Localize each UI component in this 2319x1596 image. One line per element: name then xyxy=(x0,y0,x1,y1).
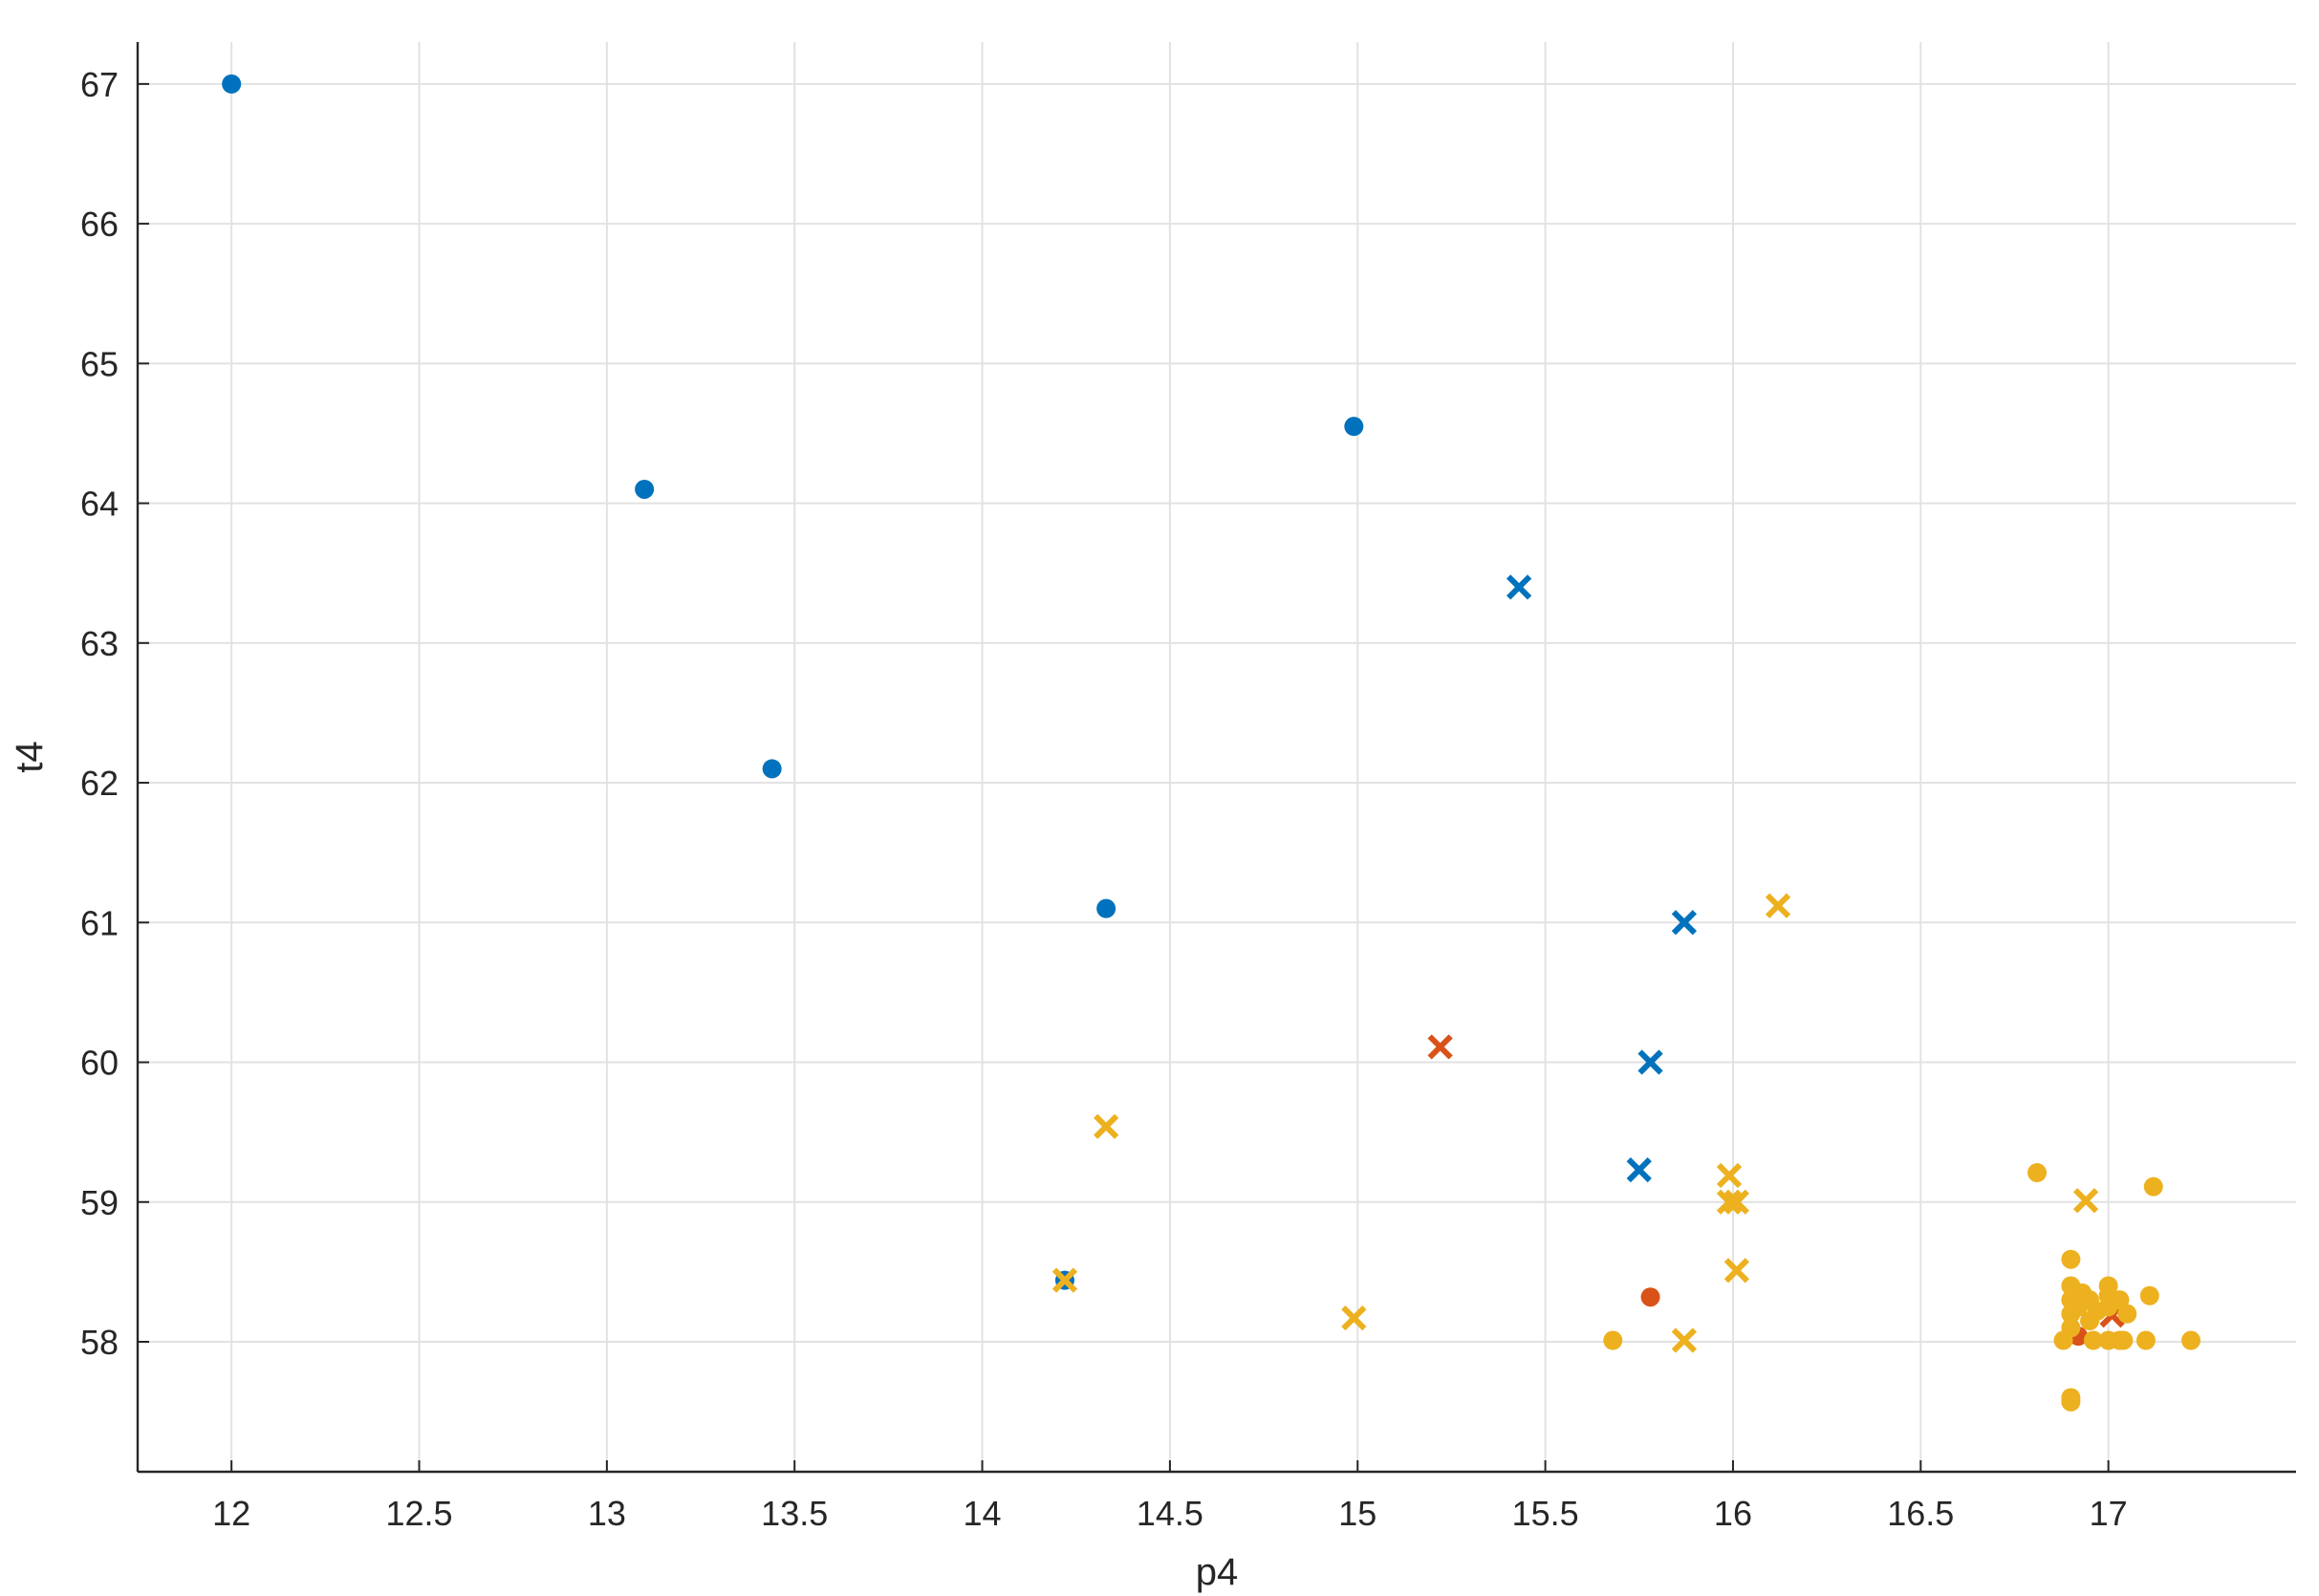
series-4 xyxy=(1603,1163,2201,1412)
data-point xyxy=(222,74,242,94)
y-tick-label: 65 xyxy=(80,344,119,383)
y-tick-label: 61 xyxy=(80,903,119,942)
x-tick-label: 13 xyxy=(588,1494,626,1533)
x-tick-label: 12.5 xyxy=(385,1494,452,1533)
data-point xyxy=(1716,1189,1743,1215)
x-tick-label: 15 xyxy=(1338,1494,1376,1533)
x-tick-label: 16.5 xyxy=(1887,1494,1954,1533)
data-point xyxy=(2143,1176,2163,1197)
data-point xyxy=(1640,1287,1660,1307)
data-point xyxy=(1096,898,1116,918)
data-point xyxy=(762,759,782,779)
y-tick-label: 67 xyxy=(80,65,119,104)
data-point xyxy=(2139,1285,2159,1305)
series-2 xyxy=(1640,1287,2089,1347)
y-tick-label: 62 xyxy=(80,764,119,803)
x-tick-label: 13.5 xyxy=(761,1494,828,1533)
data-point xyxy=(1723,1258,1750,1283)
data-point xyxy=(2110,1290,2130,1310)
data-point xyxy=(2061,1391,2081,1412)
y-tick-label: 66 xyxy=(80,205,119,244)
data-point xyxy=(1723,1189,1750,1215)
y-tick-label: 63 xyxy=(80,624,119,663)
data-point xyxy=(2181,1330,2201,1350)
series-5 xyxy=(1051,893,2099,1353)
y-axis-ticks: 58 59 60 61 62 63 64 65 66 67 xyxy=(80,65,149,1362)
data-point xyxy=(1626,1157,1652,1183)
data-point xyxy=(1603,1330,1623,1350)
data-point xyxy=(1765,893,1791,918)
grid xyxy=(138,42,2296,1472)
data-point xyxy=(635,479,655,499)
data-point xyxy=(2061,1249,2081,1269)
data-point xyxy=(2087,1301,2107,1321)
y-tick-label: 60 xyxy=(80,1044,119,1083)
x-tick-label: 12 xyxy=(212,1494,250,1533)
x-tick-label: 17 xyxy=(2090,1494,2128,1533)
data-point xyxy=(1344,417,1364,437)
y-tick-label: 58 xyxy=(80,1323,119,1362)
data-point xyxy=(1637,1049,1663,1075)
data-point xyxy=(2083,1330,2103,1350)
data-point xyxy=(1341,1305,1367,1331)
y-tick-label: 59 xyxy=(80,1183,119,1222)
series-1 xyxy=(1506,574,1698,1183)
x-tick-label: 15.5 xyxy=(1512,1494,1579,1533)
data-point xyxy=(2135,1330,2156,1350)
x-tick-label: 14.5 xyxy=(1137,1494,1203,1533)
x-axis-ticks: 12 12.5 13 13.5 14 14.5 15 15.5 16 16.5 17 xyxy=(212,1460,2128,1533)
data-point xyxy=(2053,1330,2073,1350)
axes xyxy=(136,42,2296,1474)
data-point xyxy=(1427,1034,1453,1060)
data-point xyxy=(2072,1188,2099,1214)
data-point xyxy=(1051,1267,1078,1293)
series-0 xyxy=(222,74,1364,1290)
data-point xyxy=(1094,1113,1119,1139)
data-points xyxy=(222,74,2201,1412)
series-3 xyxy=(1427,1034,2125,1328)
data-point xyxy=(1506,574,1532,600)
x-axis-title: p4 xyxy=(1196,1551,1239,1593)
data-point xyxy=(2117,1304,2137,1324)
data-point xyxy=(1671,1327,1698,1353)
y-axis-title: t4 xyxy=(9,741,51,772)
x-tick-label: 16 xyxy=(1714,1494,1752,1533)
data-point xyxy=(1671,910,1698,936)
data-point xyxy=(2027,1163,2048,1183)
x-tick-label: 14 xyxy=(964,1494,1002,1533)
y-tick-label: 64 xyxy=(80,485,119,524)
data-point xyxy=(2113,1330,2134,1350)
data-point xyxy=(1716,1162,1743,1189)
